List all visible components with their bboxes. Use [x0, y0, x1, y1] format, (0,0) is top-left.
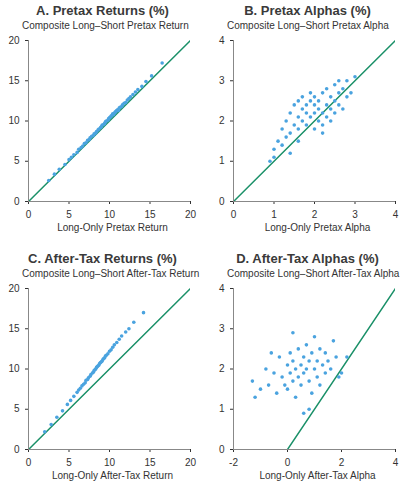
svg-text:15: 15 — [144, 457, 156, 468]
svg-text:5: 5 — [66, 457, 72, 468]
svg-text:1: 1 — [219, 155, 225, 166]
svg-text:4: 4 — [219, 283, 225, 294]
svg-text:20: 20 — [8, 283, 20, 294]
svg-text:10: 10 — [8, 363, 20, 374]
svg-text:15: 15 — [144, 209, 156, 220]
svg-text:2: 2 — [312, 209, 318, 220]
svg-text:0: 0 — [219, 196, 225, 207]
svg-text:20: 20 — [185, 209, 197, 220]
svg-text:20: 20 — [185, 457, 197, 468]
html-text:Long-Only Pretax Alpha: Long-Only Pretax Alpha — [264, 222, 371, 233]
svg-text:3: 3 — [219, 323, 225, 334]
svg-text:0: 0 — [26, 209, 32, 220]
svg-text:0: 0 — [14, 196, 20, 207]
svg-text:15: 15 — [8, 323, 20, 334]
svg-text:0: 0 — [231, 209, 237, 220]
svg-text:0: 0 — [26, 457, 32, 468]
svg-text:15: 15 — [8, 75, 20, 86]
svg-text:5: 5 — [14, 155, 20, 166]
svg-text:4: 4 — [393, 457, 399, 468]
svg-text:2: 2 — [219, 115, 225, 126]
svg-text:-2: -2 — [229, 457, 238, 468]
html-text:C. After-Tax Returns (%): C. After-Tax Returns (%) — [28, 251, 177, 266]
svg-text:1: 1 — [271, 209, 277, 220]
svg-text:3: 3 — [352, 209, 358, 220]
html-text:Composite Long–Short After-Tax: Composite Long–Short After-Tax Alpha — [227, 268, 400, 279]
svg-text:4: 4 — [393, 209, 399, 220]
svg-text:1: 1 — [219, 403, 225, 414]
html-text:A. Pretax Returns (%): A. Pretax Returns (%) — [36, 3, 169, 18]
html-text:D. After-Tax Alphas (%): D. After-Tax Alphas (%) — [236, 251, 379, 266]
svg-text:3: 3 — [219, 75, 225, 86]
svg-text:20: 20 — [8, 35, 20, 46]
svg-text:10: 10 — [8, 115, 20, 126]
svg-text:10: 10 — [104, 457, 116, 468]
html-text:Long-Only Pretax Return: Long-Only Pretax Return — [57, 222, 168, 233]
html-text:Long-Only After-Tax Return: Long-Only After-Tax Return — [51, 470, 174, 481]
svg-text:5: 5 — [66, 209, 72, 220]
html-text:Composite Long–Short Pretax Al: Composite Long–Short Pretax Alpha — [227, 20, 389, 31]
svg-text:5: 5 — [14, 403, 20, 414]
html-text:Composite Long–Short Pretax Re: Composite Long–Short Pretax Return — [22, 20, 189, 31]
svg-text:0: 0 — [285, 457, 291, 468]
html-text:Composite Long–Short After-Tax: Composite Long–Short After-Tax Return — [22, 268, 200, 279]
svg-text:2: 2 — [339, 457, 345, 468]
svg-text:2: 2 — [219, 363, 225, 374]
svg-text:0: 0 — [14, 444, 20, 455]
svg-text:0: 0 — [219, 444, 225, 455]
svg-text:10: 10 — [104, 209, 116, 220]
html-text:B. Pretax Alphas (%): B. Pretax Alphas (%) — [244, 3, 371, 18]
html-text:Long-Only After-Tax Alpha: Long-Only After-Tax Alpha — [259, 470, 376, 481]
svg-text:4: 4 — [219, 35, 225, 46]
